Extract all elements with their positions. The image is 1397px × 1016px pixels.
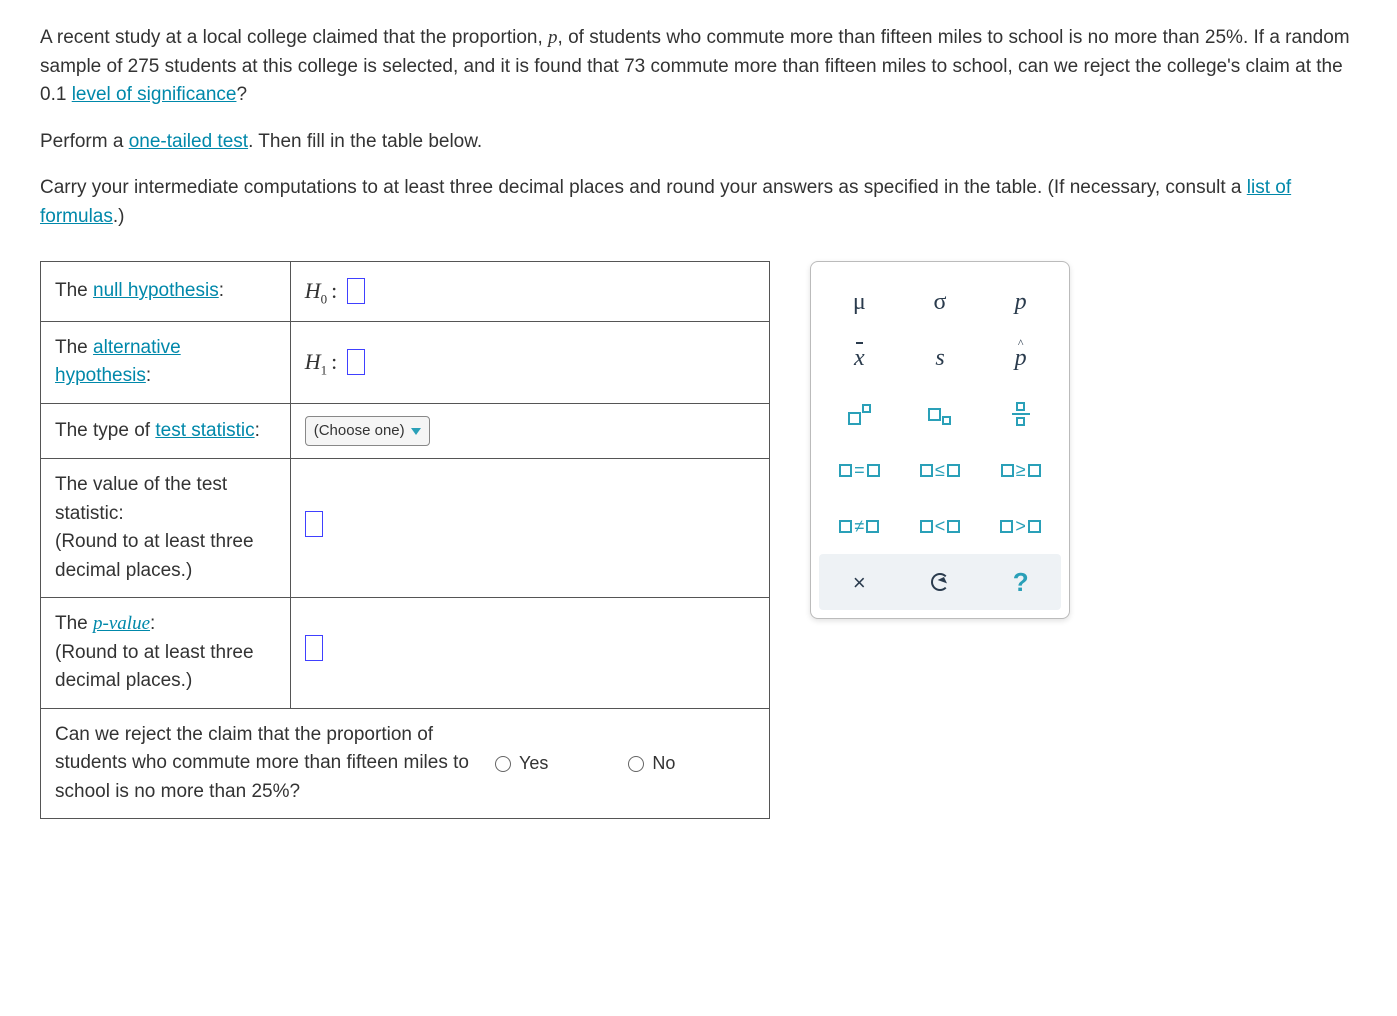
p-button[interactable]: p — [986, 280, 1056, 324]
text: The — [55, 280, 93, 301]
reject-question: Can we reject the claim that the proport… — [55, 721, 495, 807]
table-row: The p-value: (Round to at least three de… — [41, 598, 770, 709]
symbol-palette: μ σ p x s ^p = ≤ ≥ ≠ < > — [810, 261, 1070, 619]
test-statistic-dropdown[interactable]: (Choose one) — [305, 416, 430, 447]
le-button[interactable]: ≤ — [905, 448, 975, 492]
text: Carry your intermediate computations to … — [40, 177, 1247, 198]
ge-button[interactable]: ≥ — [986, 448, 1056, 492]
yes-label: Yes — [519, 753, 548, 773]
text: : — [150, 613, 155, 634]
sigma-button[interactable]: σ — [905, 280, 975, 324]
p-value-link[interactable]: p-value — [93, 613, 150, 634]
value-pct: 25% — [251, 781, 289, 802]
s-button[interactable]: s — [905, 336, 975, 380]
problem-paragraph-3: Carry your intermediate computations to … — [40, 174, 1357, 231]
null-hypothesis-link[interactable]: null hypothesis — [93, 280, 219, 301]
text: ? — [236, 84, 247, 105]
table-row: The alternative hypothesis: H1: — [41, 321, 770, 403]
exponent-button[interactable] — [824, 392, 894, 436]
table-row: The type of test statistic: (Choose one) — [41, 403, 770, 459]
dropdown-label: (Choose one) — [314, 420, 405, 443]
gt-button[interactable]: > — [986, 504, 1056, 548]
test-statistic-value-input[interactable] — [305, 511, 323, 537]
value-pct: 25% — [1205, 27, 1243, 48]
equals-button[interactable]: = — [824, 448, 894, 492]
radio-icon — [628, 756, 644, 772]
test-statistic-link[interactable]: test statistic — [155, 420, 254, 441]
table-row: The null hypothesis: H0: — [41, 262, 770, 322]
text: The value of the test statistic: — [55, 471, 276, 528]
text: : — [255, 420, 260, 441]
value-alpha: 0.1 — [40, 84, 66, 105]
no-label: No — [652, 753, 675, 773]
variable-p: p — [548, 27, 558, 48]
chevron-down-icon — [411, 428, 421, 435]
text: The — [55, 337, 93, 358]
undo-icon — [931, 573, 949, 591]
one-tailed-test-link[interactable]: one-tailed test — [129, 131, 248, 152]
answer-table: The null hypothesis: H0: The alternative… — [40, 261, 770, 819]
undo-button[interactable] — [905, 560, 975, 604]
mu-button[interactable]: μ — [824, 280, 894, 324]
subscript-button[interactable] — [905, 392, 975, 436]
text: A recent study at a local college claime… — [40, 27, 548, 48]
problem-paragraph-2: Perform a one-tailed test. Then fill in … — [40, 128, 1357, 157]
ne-button[interactable]: ≠ — [824, 504, 894, 548]
lt-button[interactable]: < — [905, 504, 975, 548]
h-sub: 0 — [321, 291, 328, 306]
text: students at this college is selected, an… — [159, 56, 624, 77]
value-n: 275 — [128, 56, 160, 77]
yes-option[interactable]: Yes — [495, 750, 548, 777]
h0-input[interactable] — [347, 278, 365, 304]
text: : — [219, 280, 224, 301]
xbar-button[interactable]: x — [824, 336, 894, 380]
fraction-button[interactable] — [986, 392, 1056, 436]
text: : — [146, 365, 151, 386]
text: ? — [289, 781, 300, 802]
h-symbol: H — [305, 349, 321, 374]
text: (Round to at least three decimal places.… — [55, 528, 276, 585]
value-x: 73 — [624, 56, 645, 77]
h0-input-group: H0: — [305, 274, 755, 309]
text: (Round to at least three decimal places.… — [55, 639, 276, 696]
clear-button[interactable]: × — [824, 560, 894, 604]
table-row: The value of the test statistic: (Round … — [41, 459, 770, 598]
p-value-input[interactable] — [305, 635, 323, 661]
text: The type of — [55, 420, 155, 441]
no-option[interactable]: No — [628, 750, 675, 777]
h-symbol: H — [305, 278, 321, 303]
h1-input-group: H1: — [305, 345, 755, 380]
text: commute more than fifteen miles to schoo… — [645, 56, 1342, 77]
text: .) — [113, 206, 125, 227]
table-row: Can we reject the claim that the proport… — [41, 708, 770, 819]
text: Perform a — [40, 131, 129, 152]
level-of-significance-link[interactable]: level of significance — [72, 84, 237, 105]
x-icon: × — [853, 566, 866, 599]
radio-icon — [495, 756, 511, 772]
problem-paragraph-1: A recent study at a local college claime… — [40, 24, 1357, 110]
phat-button[interactable]: ^p — [986, 336, 1056, 380]
text: . Then fill in the table below. — [248, 131, 482, 152]
text: The — [55, 613, 93, 634]
text: , of students who commute more than fift… — [558, 27, 1205, 48]
h1-input[interactable] — [347, 349, 365, 375]
h-sub: 1 — [321, 362, 328, 377]
help-button[interactable]: ? — [986, 560, 1056, 604]
help-icon: ? — [1013, 563, 1029, 602]
